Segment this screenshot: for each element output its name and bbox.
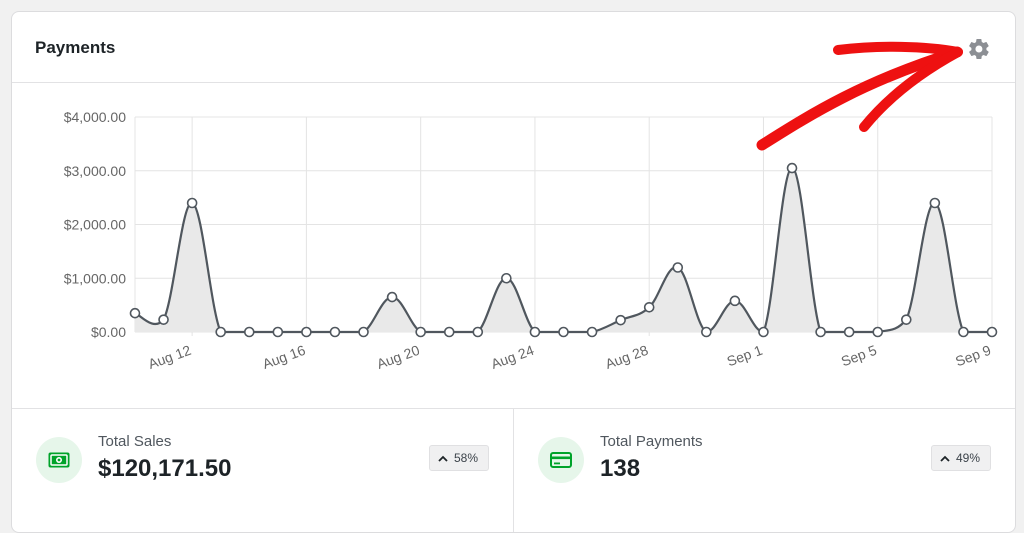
y-tick-label: $3,000.00 — [64, 163, 126, 179]
gear-icon[interactable] — [967, 37, 991, 61]
data-point — [129, 307, 141, 319]
stat-total-sales: Total Sales $120,171.50 58% — [12, 409, 514, 532]
x-tick-label: Aug 28 — [603, 342, 650, 372]
data-point — [815, 326, 826, 338]
data-point — [386, 291, 398, 303]
data-point — [415, 326, 426, 338]
stat-value: $120,171.50 — [98, 455, 232, 482]
data-point — [929, 197, 941, 209]
x-tick-label: Sep 5 — [839, 342, 879, 370]
stat-label: Total Sales — [98, 433, 172, 450]
change-badge: 58% — [429, 445, 490, 471]
change-badge: 49% — [931, 445, 992, 471]
x-tick-label: Aug 20 — [375, 342, 422, 372]
x-tick-label: Aug 24 — [489, 342, 536, 372]
data-point — [501, 272, 512, 284]
data-point — [301, 326, 312, 338]
widget-title: Payments — [35, 38, 116, 57]
stat-value: 138 — [600, 455, 641, 482]
data-point — [900, 314, 912, 325]
x-tick-label: Aug 16 — [260, 342, 307, 372]
data-point — [558, 326, 569, 338]
stat-label: Total Payments — [600, 433, 703, 450]
x-tick-label: Sep 9 — [953, 342, 993, 370]
payments-chart: $4,000.00 $3,000.00 $2,000.00 $1,000.00 $0.0… — [12, 83, 1015, 408]
data-point — [843, 326, 855, 338]
stats-row: Total Sales $120,171.50 58% Total Paymen… — [12, 408, 1015, 532]
chevron-up-icon — [940, 455, 950, 462]
data-point — [472, 326, 484, 338]
x-tick-label: Sep 1 — [725, 342, 765, 370]
payments-widget: Payments $4,000.00 $3,000.00 $2,000.00 $1,0… — [11, 11, 1016, 533]
series-area — [135, 168, 992, 332]
data-point — [986, 326, 998, 338]
data-point — [243, 326, 255, 338]
y-tick-label: $2,000.00 — [64, 217, 126, 233]
data-point — [786, 162, 798, 174]
data-point — [215, 326, 226, 338]
widget-header: Payments — [12, 12, 1015, 83]
change-value: 49% — [956, 451, 981, 465]
data-point — [958, 326, 969, 338]
stat-total-payments: Total Payments 138 49% — [514, 409, 1015, 532]
data-point — [872, 326, 884, 338]
data-point — [643, 301, 655, 313]
data-point — [443, 326, 455, 338]
data-point — [186, 197, 198, 209]
data-point — [701, 326, 712, 338]
data-point — [158, 314, 169, 325]
data-point — [672, 262, 684, 273]
data-point — [729, 295, 741, 307]
data-point — [329, 326, 341, 338]
payments-chart-svg: $4,000.00 $3,000.00 $2,000.00 $1,000.00 $0.0… — [64, 109, 998, 372]
cash-icon — [36, 437, 82, 483]
y-tick-label: $4,000.00 — [64, 109, 126, 125]
y-tick-label: $0.00 — [91, 324, 126, 340]
series-line — [134, 166, 992, 334]
change-value: 58% — [454, 451, 479, 465]
chevron-up-icon — [438, 455, 448, 462]
data-point — [615, 314, 626, 326]
data-point — [529, 326, 541, 338]
y-tick-label: $1,000.00 — [64, 270, 126, 286]
data-point — [758, 326, 769, 338]
x-tick-label: Aug 12 — [146, 342, 193, 372]
data-point — [586, 326, 598, 338]
data-point — [358, 326, 369, 338]
data-point — [272, 326, 284, 338]
credit-card-icon — [538, 437, 584, 483]
